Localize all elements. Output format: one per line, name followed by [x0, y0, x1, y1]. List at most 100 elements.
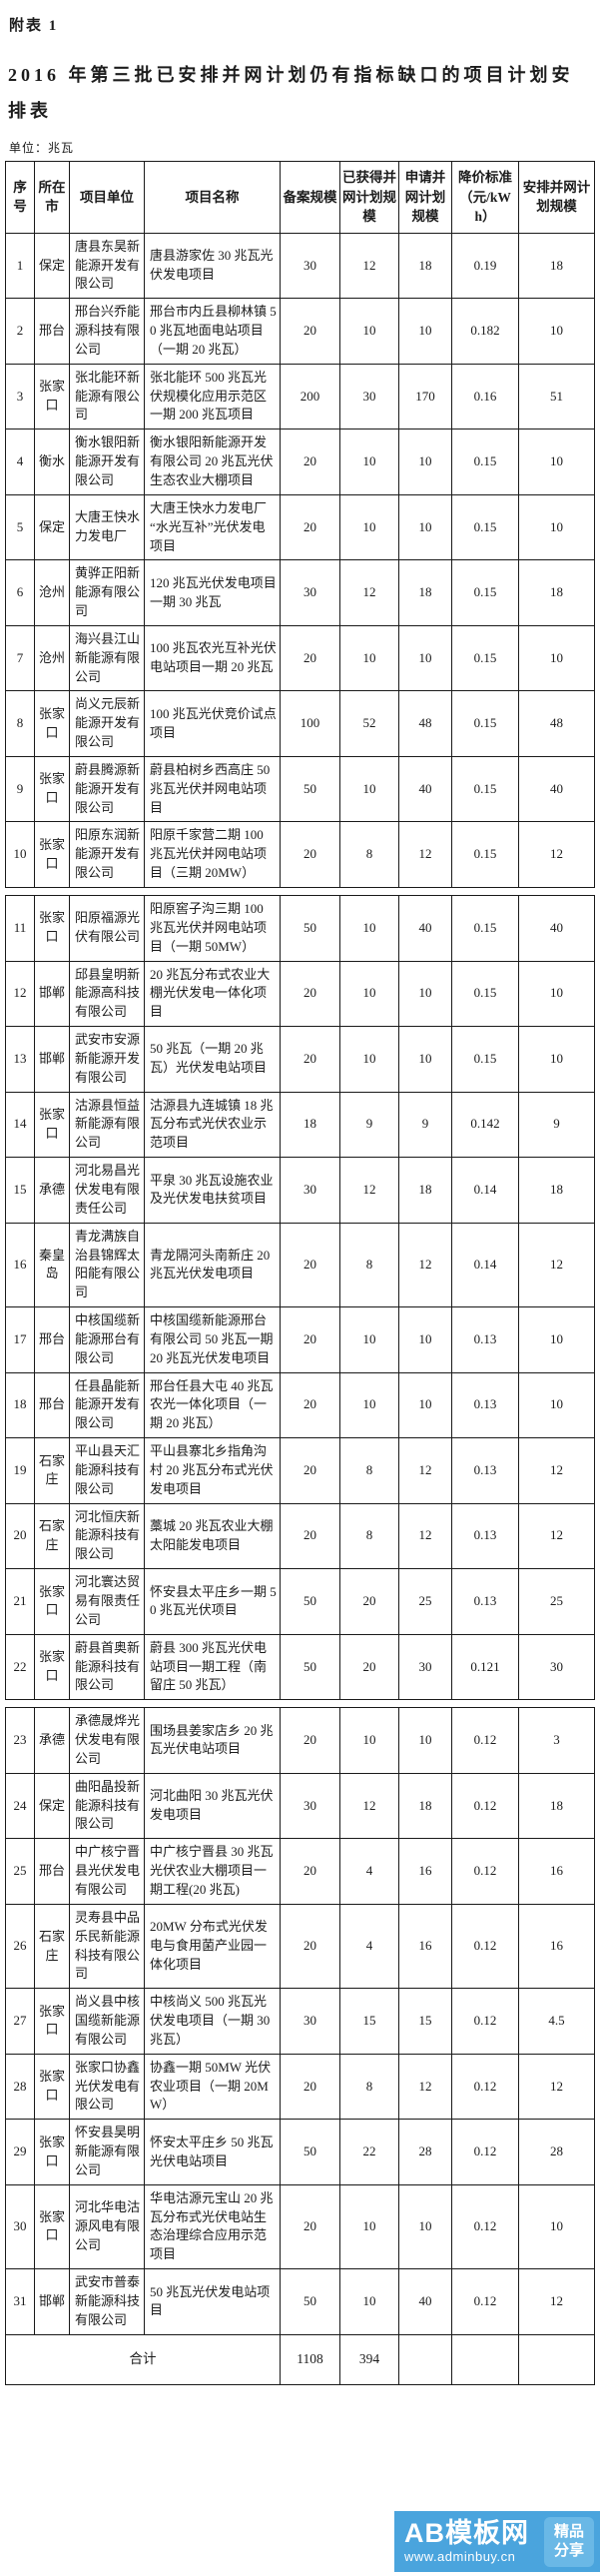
cell-applied-scale: 10 — [398, 1707, 452, 1774]
cell-city: 张家口 — [34, 755, 70, 823]
cell-obtained-scale: 10 — [339, 1306, 399, 1373]
cell-applied-scale: 12 — [398, 1502, 452, 1570]
cell-project: 平山县寨北乡指角沟村 20 兆瓦分布式光伏发电项目 — [144, 1437, 281, 1504]
cell-applied-scale: 48 — [398, 690, 452, 757]
cell-city: 邯郸 — [34, 960, 70, 1028]
cell-unit: 中广核宁晋县光伏发电有限公司 — [69, 1838, 145, 1905]
unit-label: 单位：兆瓦 — [9, 141, 75, 155]
cell-price-standard: 0.12 — [451, 2053, 519, 2121]
cell-filed-scale: 100 — [280, 690, 340, 757]
cell-applied-scale: 18 — [398, 559, 452, 626]
table-row: 27 张家口 尚义县中核国缆新能源有限公司 中核尚义 500 兆瓦光伏发电项目（… — [5, 1988, 595, 2055]
cell-price-standard: 0.12 — [451, 1988, 519, 2055]
cell-price-standard: 0.14 — [451, 1222, 519, 1308]
cell-unit: 河北恒庆新能源科技有限公司 — [69, 1502, 145, 1570]
cell-unit: 唐县东昊新能源开发有限公司 — [69, 232, 145, 300]
cell-applied-scale: 15 — [398, 1988, 452, 2055]
cell-price-standard: 0.12 — [451, 2268, 519, 2335]
table-row: 2 邢台 邢台兴乔能源科技有限公司 邢台市内丘县柳林镇 50 兆瓦地面电站项目（… — [5, 298, 595, 365]
cell-applied-scale: 18 — [398, 1772, 452, 1840]
cell-unit: 曲阳晶投新能源科技有限公司 — [69, 1772, 145, 1840]
table-row: 9 张家口 蔚县腾源新能源开发有限公司 蔚县柏树乡西高庄 50 兆瓦光伏并网电站… — [5, 755, 595, 823]
watermark-badge-line1: 精品 — [553, 2522, 584, 2540]
cell-obtained-scale: 10 — [339, 960, 399, 1028]
cell-unit: 武安市普泰新能源科技有限公司 — [69, 2268, 145, 2335]
cell-price-standard: 0.13 — [451, 1568, 519, 1635]
cell-city: 承德 — [34, 1707, 70, 1774]
cell-unit: 青龙满族自治县锦辉太阳能有限公司 — [69, 1222, 145, 1308]
cell-price-standard: 0.15 — [451, 690, 519, 757]
total-row: 合计 1108 394 — [5, 2333, 595, 2385]
cell-serial: 1 — [5, 232, 35, 300]
table-row: 4 衡水 衡水银阳新能源开发有限公司 衡水银阳新能源开发有限公司 20 兆瓦光伏… — [5, 429, 595, 495]
cell-filed-scale: 20 — [280, 429, 340, 495]
cell-obtained-scale: 9 — [339, 1091, 399, 1159]
cell-unit: 武安市安源新能源开发有限公司 — [69, 1026, 145, 1093]
cell-arranged-scale: 18 — [518, 1772, 595, 1840]
cell-city: 邢台 — [34, 1306, 70, 1373]
cell-city: 秦皇岛 — [34, 1222, 70, 1308]
cell-project: 蔚县柏树乡西高庄 50 兆瓦光伏并网电站项目 — [144, 755, 281, 823]
cell-city: 石家庄 — [34, 1903, 70, 1990]
cell-serial: 3 — [5, 363, 35, 430]
cell-unit: 中核国缆新能源邢台有限公司 — [69, 1306, 145, 1373]
table-row: 30 张家口 河北华电沽源风电有限公司 华电沽源元宝山 20 兆瓦分布式光伏电站… — [5, 2183, 595, 2270]
cell-filed-scale: 20 — [280, 1026, 340, 1093]
cell-serial: 19 — [5, 1437, 35, 1504]
total-filed-scale: 1108 — [280, 2333, 340, 2385]
cell-filed-scale: 20 — [280, 821, 340, 888]
cell-price-standard: 0.12 — [451, 1903, 519, 1990]
table-header-row: 序号 所在市 项目单位 项目名称 备案规模 已获得并网计划规模 申请并网计划规模… — [5, 161, 595, 234]
attachment-label: 附表 1 — [9, 18, 59, 34]
cell-obtained-scale: 10 — [339, 755, 399, 823]
cell-unit: 蔚县首奥新能源科技有限公司 — [69, 1633, 145, 1701]
cell-price-standard: 0.15 — [451, 559, 519, 626]
cell-arranged-scale: 9 — [518, 1091, 595, 1159]
cell-price-standard: 0.15 — [451, 895, 519, 962]
cell-applied-scale: 10 — [398, 960, 452, 1028]
cell-filed-scale: 20 — [280, 1437, 340, 1504]
total-label: 合计 — [5, 2333, 281, 2385]
cell-serial: 11 — [5, 895, 35, 962]
cell-filed-scale: 50 — [280, 1568, 340, 1635]
cell-price-standard: 0.15 — [451, 755, 519, 823]
cell-arranged-scale: 10 — [518, 2183, 595, 2270]
cell-project: 大唐王快水力发电厂“水光互补”光伏发电项目 — [144, 493, 281, 561]
cell-unit: 邢台兴乔能源科技有限公司 — [69, 298, 145, 365]
table-row: 24 保定 曲阳晶投新能源科技有限公司 河北曲阳 30 兆瓦光伏发电项目 30 … — [5, 1772, 595, 1840]
cell-unit: 衡水银阳新能源开发有限公司 — [69, 429, 145, 495]
table-row: 31 邯郸 武安市普泰新能源科技有限公司 50 兆瓦光伏发电站项目 50 10 … — [5, 2268, 595, 2335]
table-row: 26 石家庄 灵寿县中品乐民新能源科技有限公司 20MW 分布式光伏发电与食用菌… — [5, 1903, 595, 1990]
cell-obtained-scale: 10 — [339, 493, 399, 561]
table-row: 25 邢台 中广核宁晋县光伏发电有限公司 中广核宁晋县 30 兆瓦光伏农业大棚项… — [5, 1838, 595, 1905]
cell-applied-scale: 40 — [398, 895, 452, 962]
cell-arranged-scale: 28 — [518, 2119, 595, 2185]
cell-filed-scale: 30 — [280, 1157, 340, 1224]
cell-unit: 张北能环新能源有限公司 — [69, 363, 145, 430]
cell-city: 张家口 — [34, 2053, 70, 2121]
cell-obtained-scale: 15 — [339, 1988, 399, 2055]
cell-obtained-scale: 12 — [339, 1772, 399, 1840]
cell-serial: 29 — [5, 2119, 35, 2185]
page-title: 2016 年第三批已安排并网计划仍有指标缺口的项目计划安排表 — [8, 65, 574, 121]
total-price-cell — [451, 2333, 519, 2385]
cell-project: 怀安太平庄乡 50 兆瓦光伏电站项目 — [144, 2119, 281, 2185]
cell-unit: 邱县皇明新能源高科技有限公司 — [69, 960, 145, 1028]
cell-arranged-scale: 10 — [518, 493, 595, 561]
table-row: 12 邯郸 邱县皇明新能源高科技有限公司 20 兆瓦分布式农业大棚光伏发电一体化… — [5, 960, 595, 1028]
cell-price-standard: 0.142 — [451, 1091, 519, 1159]
header-price-standard: 降价标准（元/kWh） — [451, 161, 519, 234]
cell-applied-scale: 10 — [398, 493, 452, 561]
cell-price-standard: 0.12 — [451, 1707, 519, 1774]
cell-price-standard: 0.13 — [451, 1306, 519, 1373]
cell-arranged-scale: 16 — [518, 1838, 595, 1905]
cell-arranged-scale: 10 — [518, 298, 595, 365]
cell-arranged-scale: 40 — [518, 895, 595, 962]
total-obtained-scale: 394 — [339, 2333, 399, 2385]
cell-price-standard: 0.16 — [451, 363, 519, 430]
cell-filed-scale: 20 — [280, 1502, 340, 1570]
cell-applied-scale: 10 — [398, 1371, 452, 1439]
cell-applied-scale: 40 — [398, 2268, 452, 2335]
cell-serial: 14 — [5, 1091, 35, 1159]
cell-filed-scale: 20 — [280, 1707, 340, 1774]
